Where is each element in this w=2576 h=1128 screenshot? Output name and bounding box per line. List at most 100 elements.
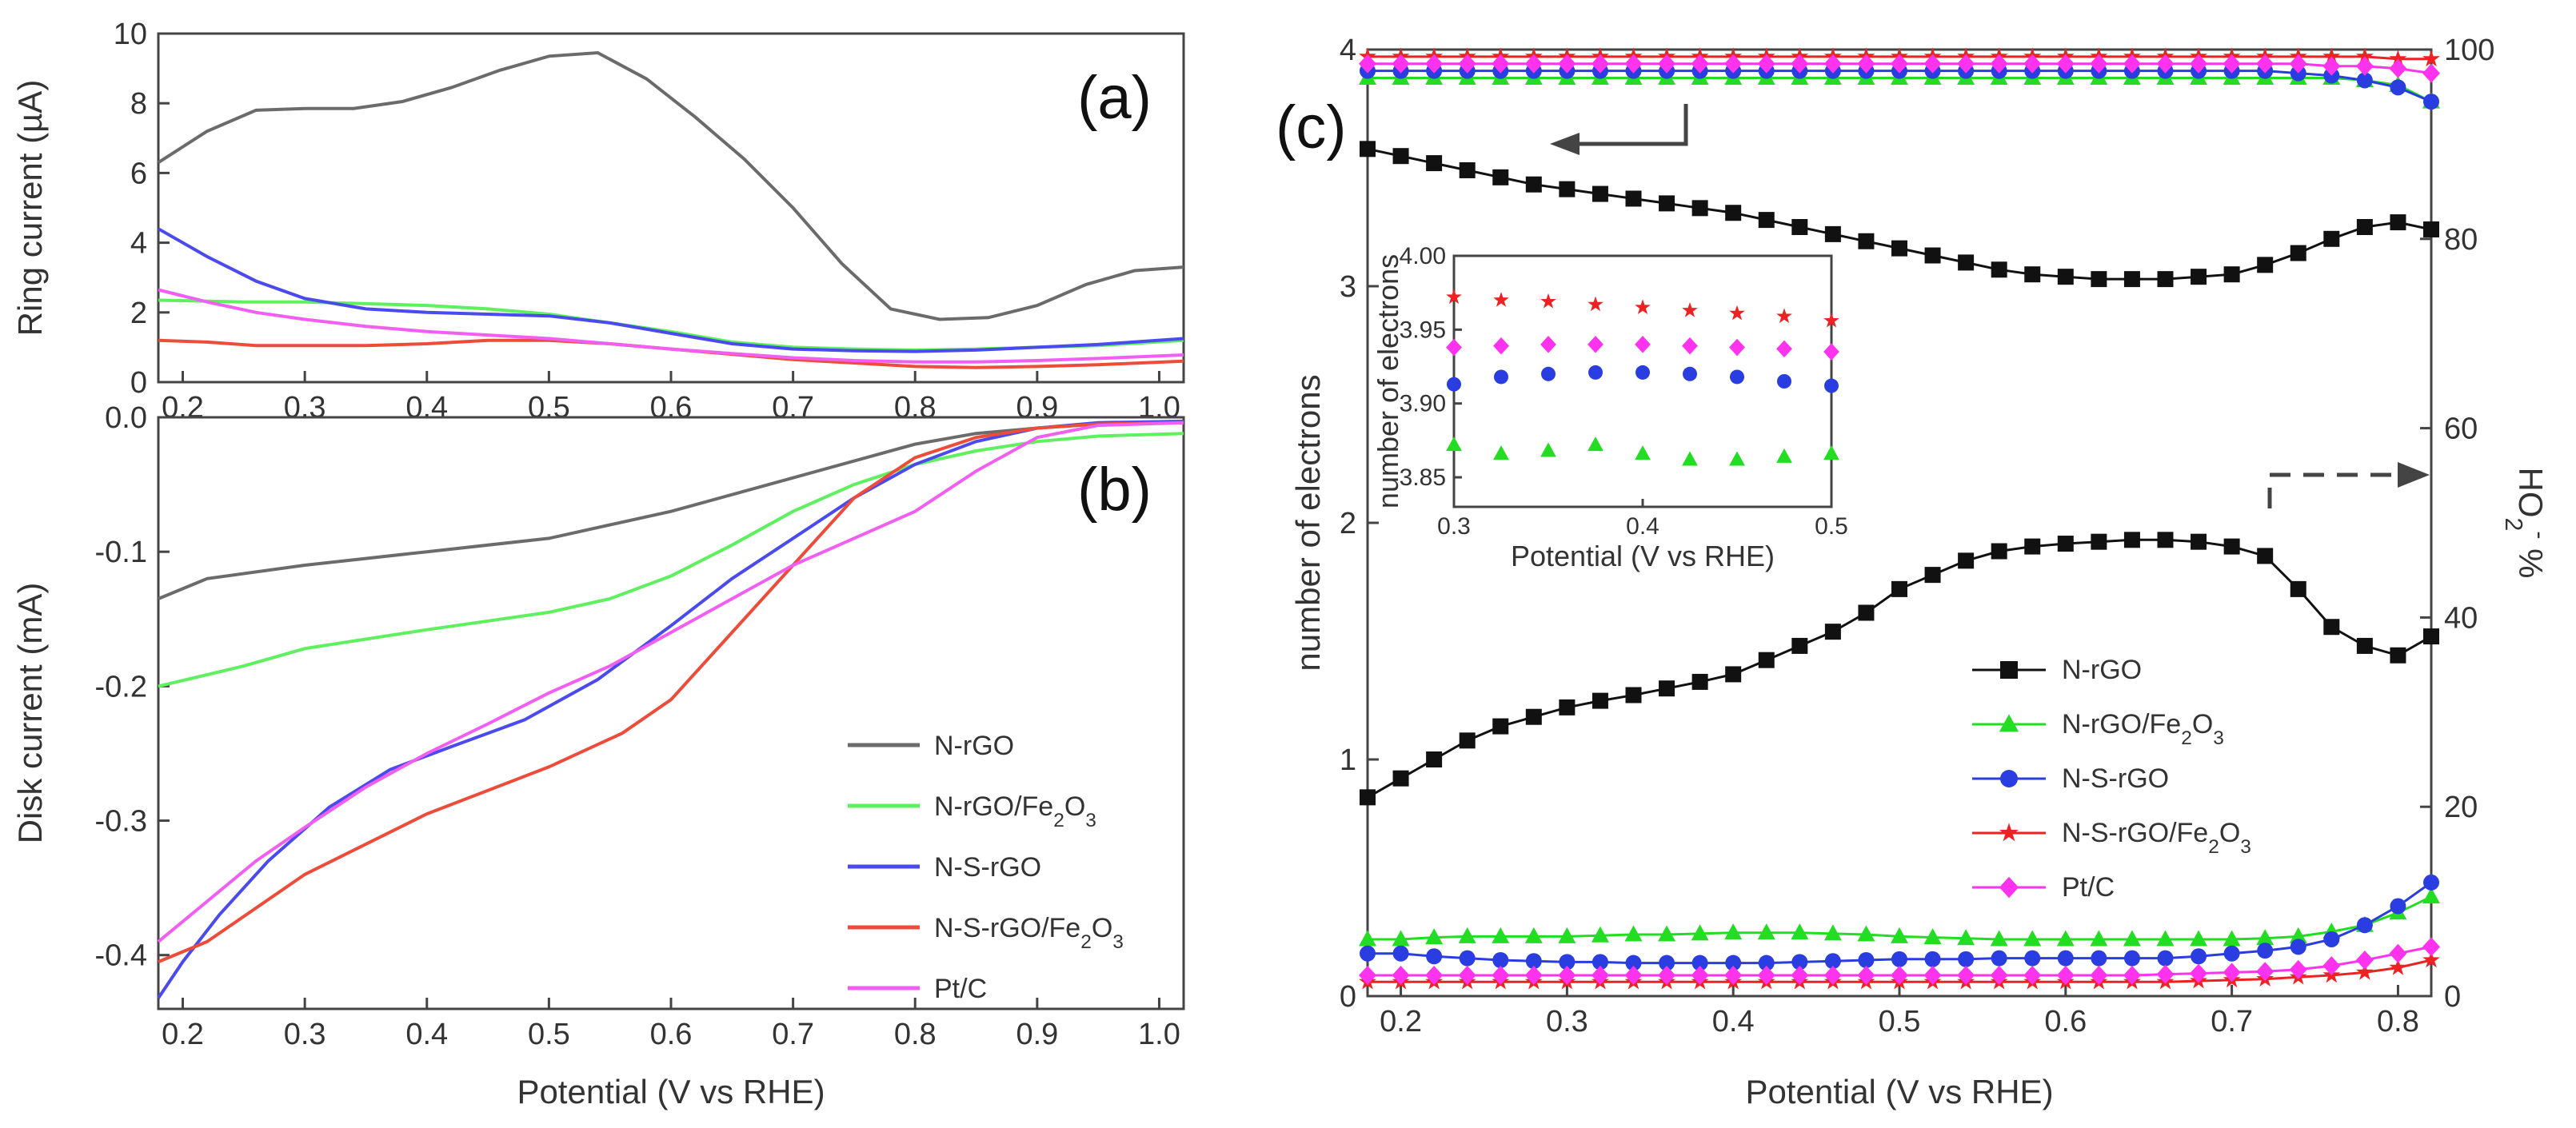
data-point-10 — [1691, 673, 1708, 690]
x-tick-label: 0.8 — [894, 1018, 937, 1051]
data-point-6 — [1558, 965, 1576, 985]
x-tick-label: 0.4 — [1626, 513, 1659, 540]
data-point-32 — [2422, 937, 2440, 957]
data-point-19 — [1991, 950, 2007, 967]
x-tick-label: 0.5 — [1815, 513, 1848, 540]
series-line-pt-c — [157, 421, 1184, 943]
data-point-17 — [1923, 54, 1942, 74]
data-point-13 — [1791, 54, 1809, 74]
data-point-0 — [1360, 141, 1376, 157]
data-point-24 — [2156, 54, 2175, 74]
data-point-8 — [1625, 687, 1642, 704]
data-point-11 — [1724, 54, 1743, 74]
x-tick-label: 0.2 — [1380, 1005, 1422, 1038]
inset-x-axis-label: Potential (V vs RHE) — [1511, 540, 1775, 572]
data-point-1 — [1392, 965, 1410, 985]
data-point-9 — [1658, 925, 1676, 942]
data-point-31 — [2390, 214, 2406, 231]
inset-background — [1454, 256, 1831, 507]
data-point-16 — [1891, 580, 1907, 597]
data-point-20 — [2024, 950, 2041, 967]
data-point-3 — [1588, 336, 1604, 353]
data-point-1 — [1392, 148, 1409, 165]
inset-y-axis-label: number of electrons — [1372, 254, 1404, 508]
data-point-16 — [1891, 240, 1907, 257]
data-point-23 — [2123, 54, 2141, 74]
data-point-8 — [1823, 343, 1839, 361]
data-point-29 — [2323, 931, 2340, 947]
y2-axis-label: HO2- % — [2501, 468, 2554, 579]
data-point-14 — [1823, 965, 1842, 985]
data-point-21 — [2056, 965, 2075, 985]
data-point-3 — [1458, 54, 1476, 74]
y-tick-label: 1 — [1340, 743, 1356, 777]
data-point-0 — [1359, 930, 1376, 947]
data-point-16 — [1891, 965, 1908, 985]
data-point-25 — [2190, 963, 2208, 983]
y-tick-label: 3 — [1340, 270, 1356, 304]
data-point-3 — [1588, 365, 1603, 380]
data-point-25 — [2190, 54, 2208, 74]
x-tick-label: 0.9 — [1016, 391, 1058, 424]
data-point-11 — [1725, 955, 1742, 971]
y-tick-label: 3.85 — [1400, 464, 1446, 491]
x-tick-label: 0.5 — [528, 391, 570, 424]
data-point-23 — [2123, 271, 2140, 288]
data-point-5 — [1682, 302, 1698, 317]
panel-label-b: (b) — [1077, 456, 1152, 524]
data-point-11 — [1725, 666, 1742, 683]
data-point-2 — [1425, 54, 1444, 74]
data-point-17 — [1923, 928, 1942, 945]
data-point-28 — [2289, 54, 2307, 74]
data-point-28 — [2289, 959, 2307, 979]
series-line-n-s-rgo — [158, 227, 1184, 353]
data-point-27 — [2256, 962, 2274, 982]
data-point-18 — [1958, 951, 1975, 967]
x-tick-label: 0.7 — [772, 1018, 814, 1051]
data-point-30 — [2356, 917, 2373, 934]
data-point-5 — [1525, 953, 1542, 970]
data-point-1 — [1493, 292, 1509, 307]
y2-tick-label: 80 — [2444, 223, 2478, 257]
y-tick-label: 4 — [130, 227, 147, 261]
data-point-25 — [2190, 930, 2208, 947]
data-point-3 — [1459, 950, 1476, 967]
data-point-9 — [1658, 965, 1676, 985]
data-point-29 — [2323, 230, 2340, 247]
y2-tick-label: 0 — [2444, 980, 2461, 1014]
series-electrons-n-rgo — [1360, 141, 2439, 288]
data-point-5 — [1524, 54, 1543, 74]
data-point-10 — [1691, 54, 1709, 74]
data-point-28 — [2290, 245, 2306, 261]
data-point-7 — [1776, 308, 1792, 324]
x-tick-label: 0.3 — [284, 391, 326, 424]
panel-c-electron-number: 0.2 0.3 0.4 0.5 0.6 0.7 0.801234020406080100nu… — [1276, 34, 2554, 1110]
data-point-7 — [1592, 954, 1608, 971]
data-point-13 — [1791, 923, 1809, 940]
legend-item-label: N-rGO/Fe2O3 — [2062, 709, 2224, 749]
data-point-29 — [2323, 619, 2340, 636]
data-point-29 — [2322, 956, 2341, 976]
data-point-2 — [1540, 336, 1556, 353]
data-point-31 — [2389, 58, 2407, 78]
x-tick-label: 0.4 — [405, 1018, 448, 1051]
data-point-21 — [2056, 54, 2075, 74]
data-point-2 — [1540, 442, 1556, 457]
x-tick-label: 0.5 — [1879, 1005, 1921, 1038]
data-point-11 — [1724, 965, 1743, 985]
y-tick-label: 2 — [130, 297, 147, 330]
legend-item-label: Pt/C — [2062, 872, 2115, 903]
data-point-14 — [1824, 225, 1841, 242]
data-point-2 — [1426, 751, 1443, 767]
data-point-18 — [1957, 965, 1975, 985]
series-ho2-pt-c — [1359, 937, 2440, 985]
data-point-4 — [1635, 445, 1651, 460]
data-point-30 — [2355, 963, 2374, 980]
data-point-29 — [2322, 56, 2341, 76]
data-point-12 — [1758, 955, 1775, 971]
data-point-5 — [1524, 927, 1543, 943]
data-point-0 — [1359, 965, 1376, 985]
data-point-32 — [2423, 94, 2439, 110]
data-point-25 — [2191, 533, 2207, 550]
data-point-2 — [1425, 965, 1444, 985]
